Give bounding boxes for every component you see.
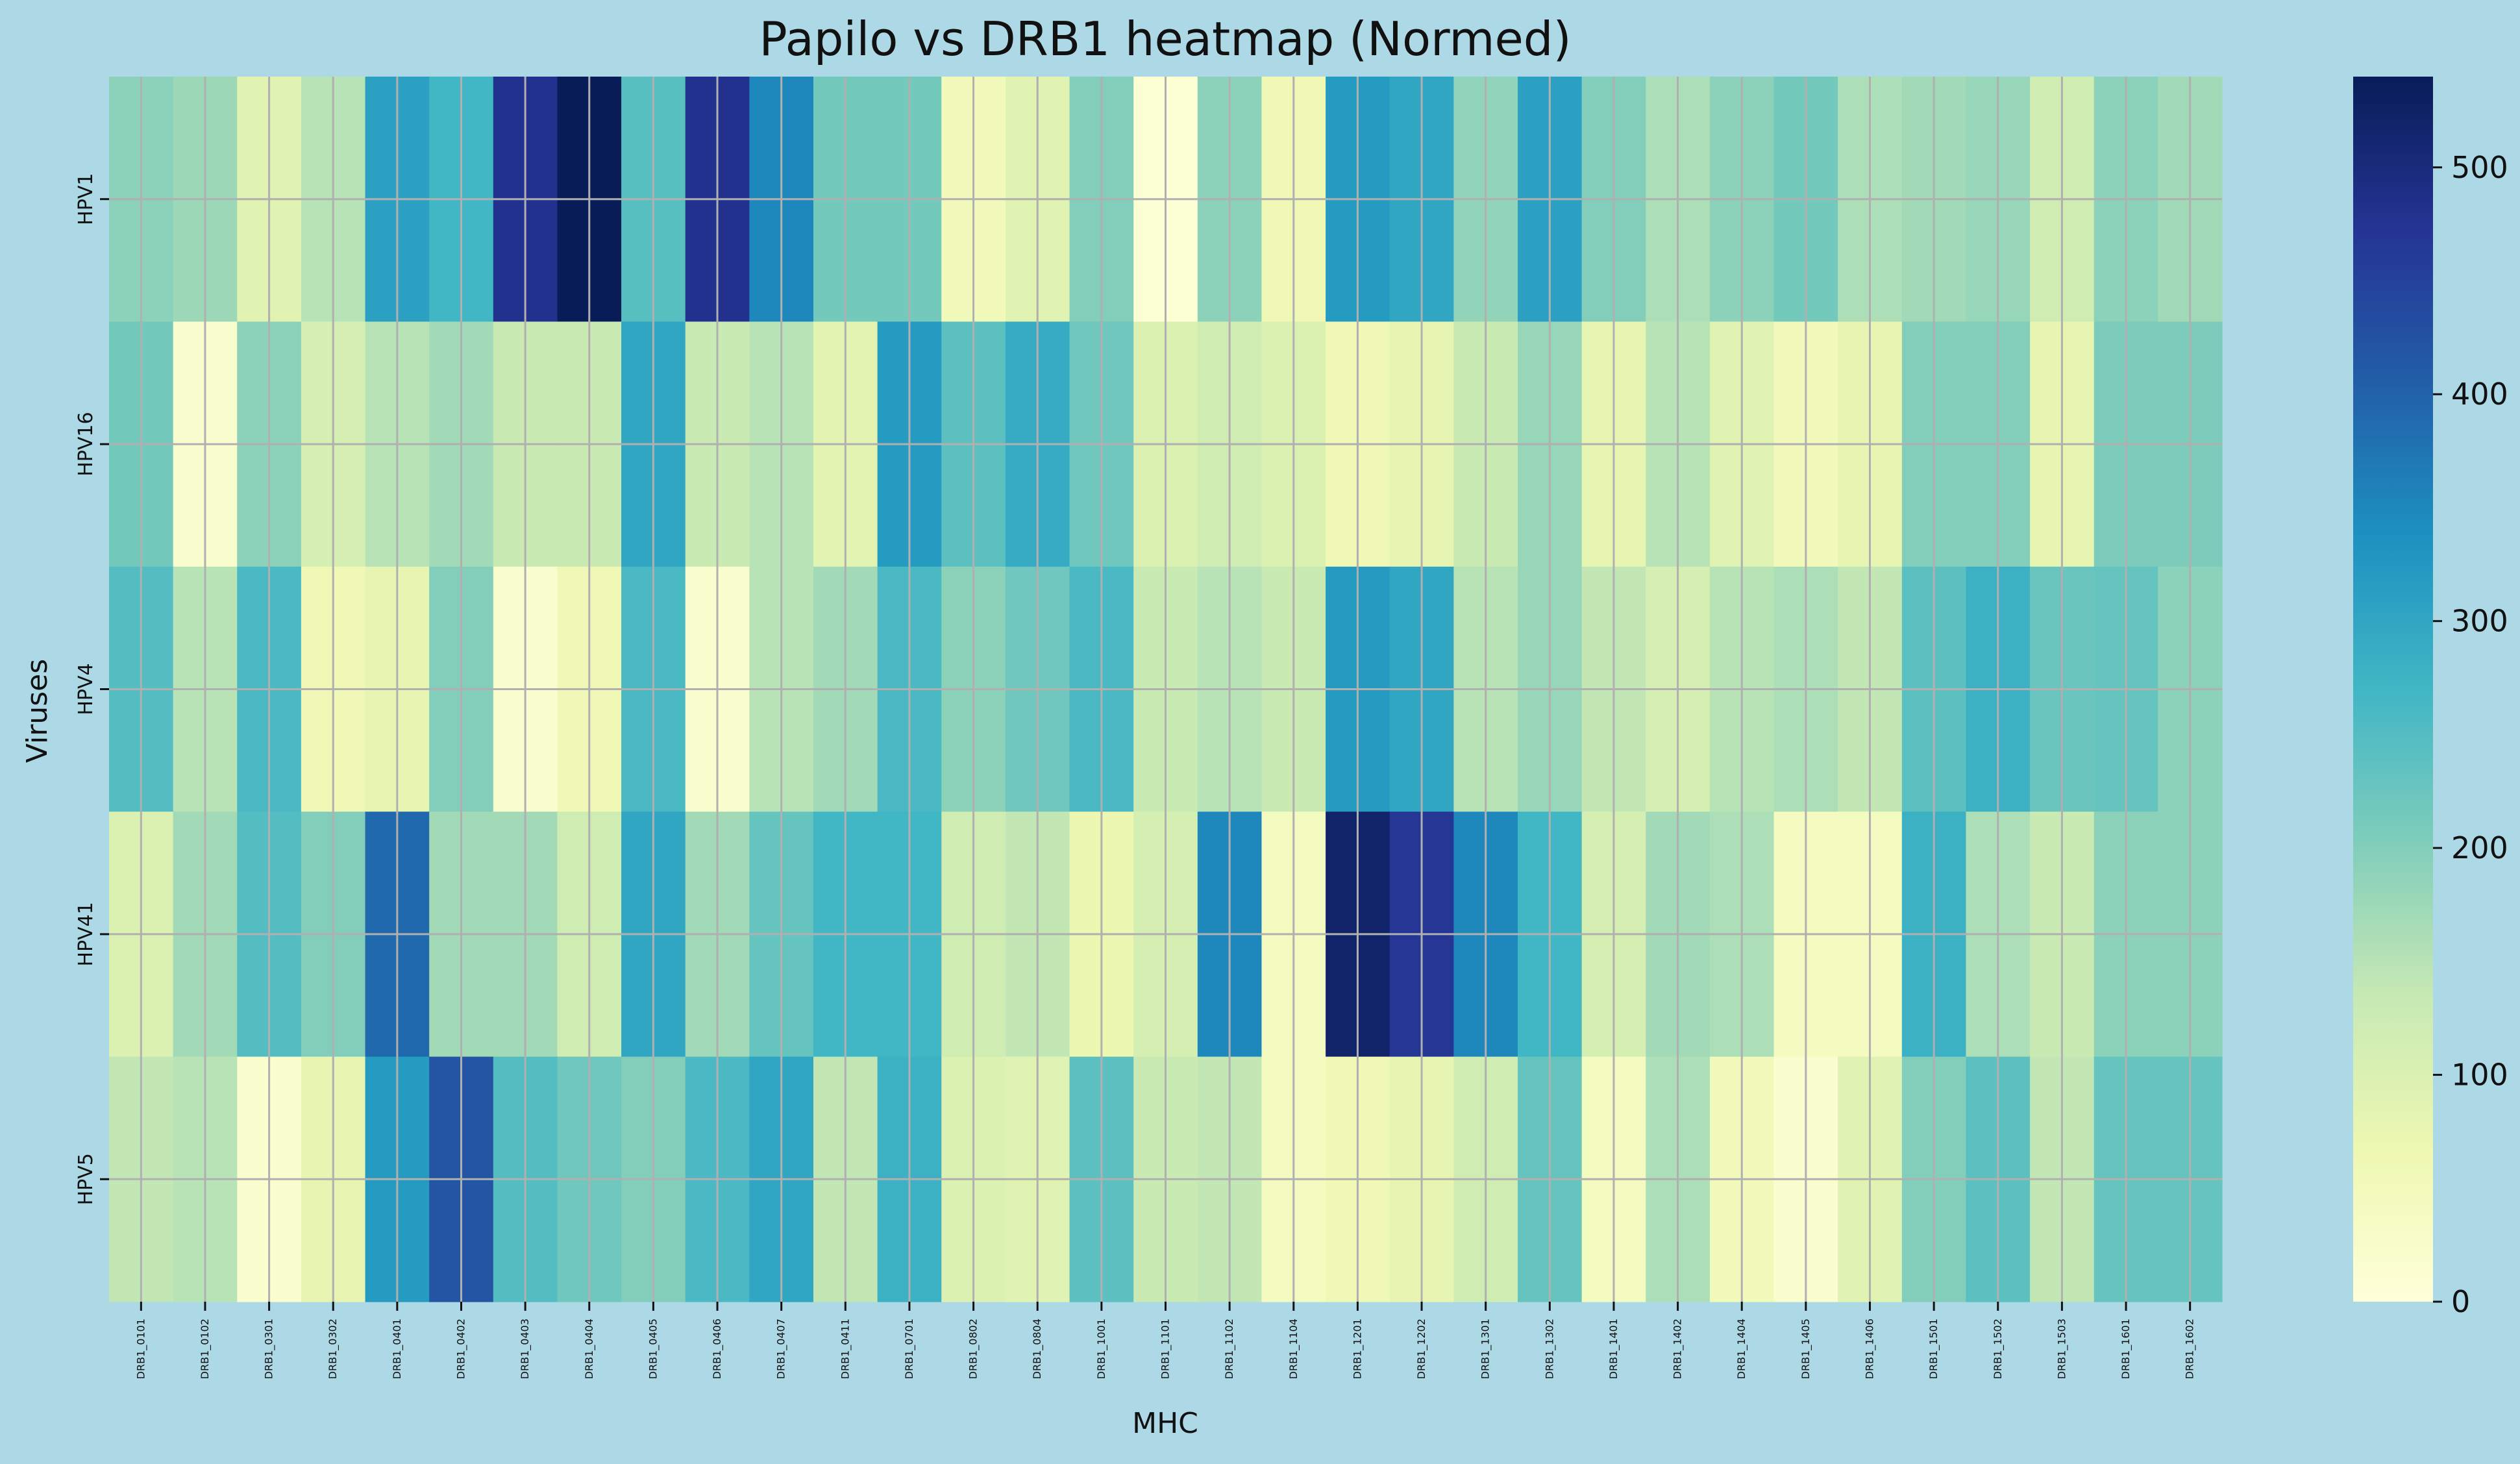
x-tick-label: DRB1_1404: [1735, 1319, 1748, 1379]
x-tick-label: DRB1_0701: [903, 1319, 916, 1379]
x-tick-label: DRB1_1201: [1351, 1319, 1364, 1379]
y-tick-label: HPV41: [75, 902, 97, 966]
x-tick-label: DRB1_1302: [1543, 1319, 1556, 1379]
x-tick-label: DRB1_0402: [455, 1319, 468, 1379]
x-axis-ticks: DRB1_0101 DRB1_0102 DRB1_0301 DRB1_0302 DRB1…: [134, 1302, 2197, 1379]
colorbar-tick-label: 400: [2451, 377, 2508, 412]
y-tick-label: HPV4: [75, 663, 97, 715]
x-tick-label: DRB1_0405: [647, 1319, 660, 1379]
x-tick-label: DRB1_1301: [1479, 1319, 1492, 1379]
x-tick-label: DRB1_0802: [967, 1319, 980, 1379]
x-tick-label: DRB1_0403: [519, 1319, 532, 1379]
x-tick-label: DRB1_0401: [391, 1319, 404, 1379]
colorbar-tick-label: 100: [2451, 1058, 2508, 1093]
x-tick-label: DRB1_1405: [1799, 1319, 1812, 1379]
x-tick-label: DRB1_1202: [1415, 1319, 1428, 1379]
x-tick-label: DRB1_1501: [1927, 1319, 1940, 1379]
x-tick-label: DRB1_0407: [775, 1319, 788, 1379]
y-tick-label: HPV5: [75, 1153, 97, 1205]
x-tick-label: DRB1_0301: [263, 1319, 276, 1379]
colorbar-tick-label: 200: [2451, 830, 2508, 865]
x-tick-label: DRB1_0411: [839, 1319, 852, 1379]
colorbar-tick-label: 300: [2451, 604, 2508, 639]
x-tick-label: DRB1_1401: [1607, 1319, 1620, 1379]
x-tick-label: DRB1_0804: [1031, 1319, 1044, 1379]
x-tick-label: DRB1_1104: [1287, 1319, 1300, 1379]
x-tick-label: DRB1_1402: [1672, 1319, 1685, 1379]
x-tick-label: DRB1_1502: [1992, 1319, 2005, 1379]
x-tick-label: DRB1_0406: [711, 1319, 724, 1379]
x-tick-label: DRB1_1601: [2119, 1319, 2132, 1379]
x-axis-label: MHC: [1132, 1407, 1198, 1440]
x-tick-label: DRB1_0102: [199, 1319, 212, 1379]
y-axis-ticks: HPV1 HPV16 HPV4 HPV41 HPV5: [75, 173, 109, 1205]
x-tick-label: DRB1_1102: [1223, 1319, 1236, 1379]
x-tick-label: DRB1_1101: [1159, 1319, 1172, 1379]
colorbar-tick-label: 0: [2451, 1284, 2470, 1319]
colorbar: [2353, 77, 2433, 1302]
x-tick-label: DRB1_0302: [327, 1319, 340, 1379]
chart-title: Papilo vs DRB1 heatmap (Normed): [759, 12, 1571, 66]
colorbar-ticks: 0 100 200 300 400 500: [2433, 150, 2508, 1319]
x-tick-label: DRB1_1503: [2055, 1319, 2068, 1379]
x-tick-label: DRB1_0404: [583, 1319, 596, 1379]
y-axis-label: Viruses: [21, 659, 54, 763]
colorbar-tick-label: 500: [2451, 150, 2508, 185]
x-tick-label: DRB1_1602: [2184, 1319, 2197, 1379]
x-tick-label: DRB1_1406: [1864, 1319, 1877, 1379]
y-tick-label: HPV1: [75, 173, 97, 225]
x-tick-label: DRB1_1001: [1095, 1319, 1108, 1379]
heatmap-grid: [109, 77, 2222, 1302]
y-tick-label: HPV16: [75, 412, 97, 476]
x-tick-label: DRB1_0101: [134, 1319, 147, 1379]
